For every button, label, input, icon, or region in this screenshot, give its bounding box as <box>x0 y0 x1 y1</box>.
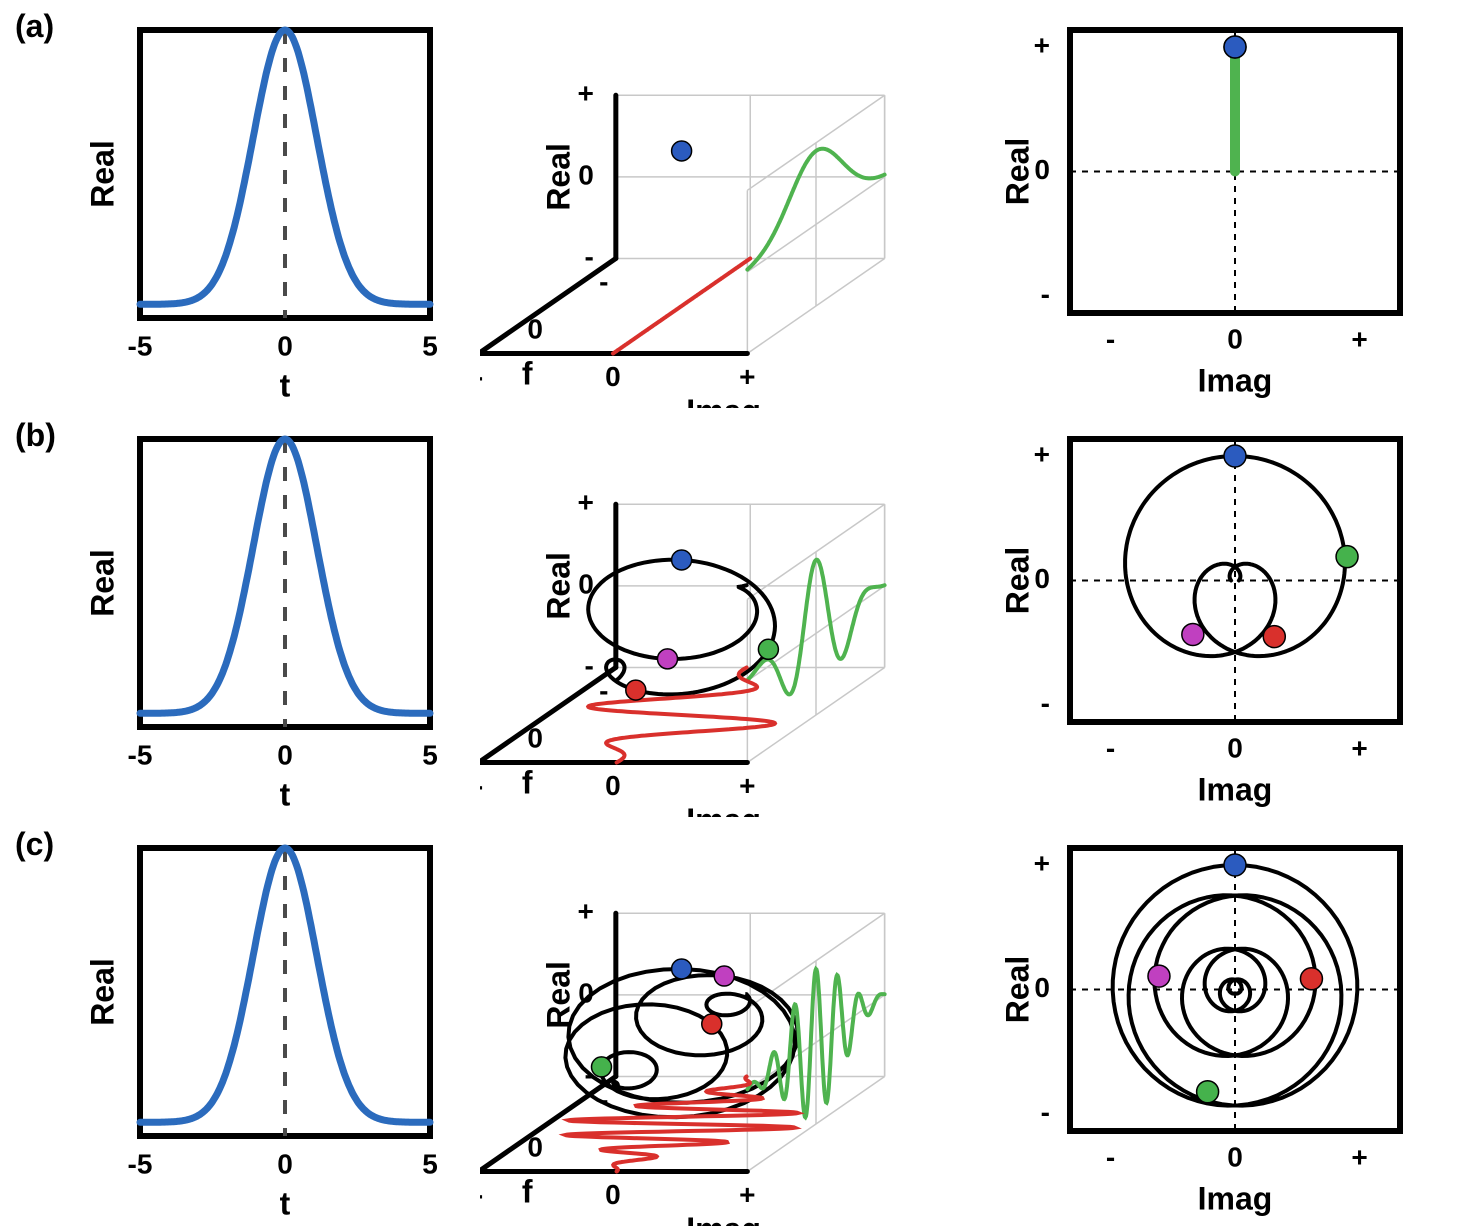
svg-text:-: - <box>599 266 608 297</box>
svg-text:-: - <box>480 1179 483 1210</box>
chart-right-a: - 0 + +0 - Imag Real <box>990 0 1430 408</box>
svg-text:0: 0 <box>1227 1141 1243 1172</box>
svg-text:t: t <box>280 367 291 403</box>
svg-text:-: - <box>1041 687 1050 718</box>
svg-text:Imag: Imag <box>1198 771 1273 807</box>
svg-text:Real: Real <box>999 138 1035 206</box>
svg-text:+: + <box>1034 847 1050 878</box>
svg-text:+: + <box>1351 732 1367 763</box>
panel-right-b: - 0 + +0 - Imag Real <box>990 409 1430 817</box>
svg-text:Real: Real <box>84 140 120 208</box>
svg-text:-: - <box>1041 278 1050 309</box>
svg-text:f: f <box>522 764 533 800</box>
svg-text:Real: Real <box>999 956 1035 1024</box>
chart-right-b: - 0 + +0 - Imag Real <box>990 409 1430 817</box>
svg-text:Real: Real <box>84 958 120 1026</box>
panel-right-c: - 0 + +0 - Imag Real <box>990 818 1430 1226</box>
chart-left-b: -5 0 5 t Real <box>70 409 450 817</box>
svg-text:Real: Real <box>999 547 1035 615</box>
svg-text:0: 0 <box>1227 732 1243 763</box>
svg-text:+: + <box>577 487 593 518</box>
svg-text:Real: Real <box>540 143 576 211</box>
row-label-c: (c) <box>15 826 54 863</box>
svg-text:5: 5 <box>422 739 438 770</box>
panel-middle-b: +0--0+-0+RealfImag <box>480 409 960 817</box>
svg-text:f: f <box>522 1173 533 1209</box>
svg-text:-: - <box>1106 732 1115 763</box>
chart-middle-c: +0--0+-0+RealfImag <box>480 818 960 1226</box>
svg-text:0: 0 <box>527 1131 543 1162</box>
svg-text:Imag: Imag <box>1198 362 1273 398</box>
svg-text:-: - <box>480 770 483 801</box>
row-a: (a)-505tReal+0--0+-0+RealfImag-0++0-Imag… <box>0 0 1458 408</box>
svg-text:-5: -5 <box>128 330 153 361</box>
svg-text:0: 0 <box>605 361 621 392</box>
svg-text:0: 0 <box>527 313 543 344</box>
svg-text:-: - <box>1041 1096 1050 1127</box>
svg-text:0: 0 <box>578 977 594 1008</box>
panel-left-c: -5 0 5 t Real <box>70 818 450 1226</box>
row-label-b: (b) <box>15 417 56 454</box>
svg-text:t: t <box>280 1185 291 1221</box>
svg-text:t: t <box>280 776 291 812</box>
svg-text:0: 0 <box>1034 972 1050 1003</box>
svg-text:0: 0 <box>1034 563 1050 594</box>
svg-text:+: + <box>1034 438 1050 469</box>
panel-right-a: - 0 + +0 - Imag Real <box>990 0 1430 408</box>
panel-middle-c: +0--0+-0+RealfImag <box>480 818 960 1226</box>
svg-text:-: - <box>585 1059 594 1090</box>
svg-text:-: - <box>480 361 483 392</box>
svg-text:5: 5 <box>422 330 438 361</box>
svg-text:Real: Real <box>540 961 576 1029</box>
chart-right-c: - 0 + +0 - Imag Real <box>990 818 1430 1226</box>
svg-text:0: 0 <box>1227 323 1243 354</box>
svg-text:f: f <box>522 355 533 391</box>
svg-text:Imag: Imag <box>686 802 761 817</box>
chart-left-a: -5 0 5 t Real <box>70 0 450 408</box>
svg-text:+: + <box>577 896 593 927</box>
svg-text:0: 0 <box>605 1179 621 1210</box>
svg-text:0: 0 <box>527 722 543 753</box>
chart-middle-a: +0--0+-0+RealfImag <box>480 0 960 408</box>
chart-middle-b: +0--0+-0+RealfImag <box>480 409 960 817</box>
svg-text:Real: Real <box>540 552 576 620</box>
svg-text:-: - <box>585 241 594 272</box>
svg-text:-: - <box>599 675 608 706</box>
svg-text:-: - <box>599 1084 608 1115</box>
svg-text:5: 5 <box>422 1148 438 1179</box>
svg-text:Real: Real <box>84 549 120 617</box>
svg-text:0: 0 <box>1034 154 1050 185</box>
panel-left-a: -5 0 5 t Real <box>70 0 450 408</box>
panel-left-b: -5 0 5 t Real <box>70 409 450 817</box>
svg-text:Imag: Imag <box>686 1211 761 1226</box>
svg-text:+: + <box>1034 29 1050 60</box>
svg-text:+: + <box>739 361 755 392</box>
row-label-a: (a) <box>15 8 54 45</box>
svg-text:+: + <box>577 78 593 109</box>
svg-text:0: 0 <box>578 568 594 599</box>
svg-text:-5: -5 <box>128 1148 153 1179</box>
svg-text:0: 0 <box>605 770 621 801</box>
svg-text:+: + <box>1351 1141 1367 1172</box>
svg-text:Imag: Imag <box>686 393 761 408</box>
svg-text:+: + <box>1351 323 1367 354</box>
svg-text:0: 0 <box>277 330 293 361</box>
svg-text:+: + <box>739 770 755 801</box>
svg-text:0: 0 <box>277 1148 293 1179</box>
svg-text:-: - <box>1106 323 1115 354</box>
panel-middle-a: +0--0+-0+RealfImag <box>480 0 960 408</box>
svg-text:+: + <box>739 1179 755 1210</box>
svg-text:-: - <box>585 650 594 681</box>
svg-text:-5: -5 <box>128 739 153 770</box>
svg-text:-: - <box>1106 1141 1115 1172</box>
svg-text:Imag: Imag <box>1198 1180 1273 1216</box>
chart-left-c: -5 0 5 t Real <box>70 818 450 1226</box>
svg-text:0: 0 <box>277 739 293 770</box>
row-b: (b)-505tReal+0--0+-0+RealfImag-0++0-Imag… <box>0 409 1458 817</box>
row-c: (c)-505tReal+0--0+-0+RealfImag-0++0-Imag… <box>0 818 1458 1226</box>
svg-text:0: 0 <box>578 159 594 190</box>
